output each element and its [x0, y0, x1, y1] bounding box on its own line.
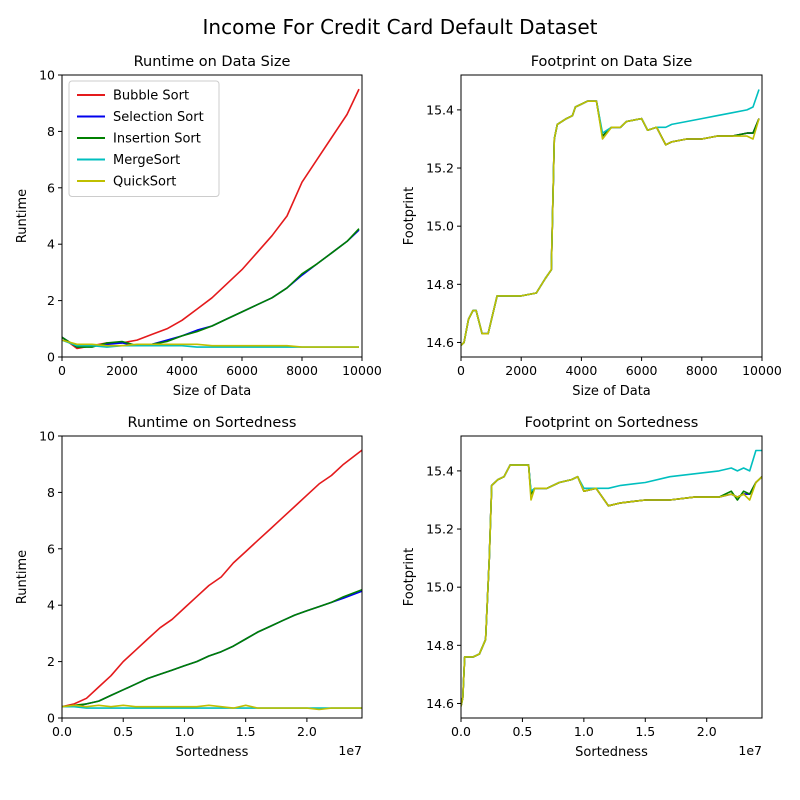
legend-label-selection-sort: Selection Sort	[113, 110, 204, 125]
panel-title: Footprint on Sortedness	[525, 415, 699, 431]
x-tick-label: 0.5	[113, 724, 133, 739]
y-tick-label: 2	[47, 654, 55, 669]
y-tick-label: 15.0	[426, 219, 454, 234]
x-tick-label: 4000	[166, 363, 198, 378]
series-line-mergesort	[461, 89, 760, 346]
y-tick-label: 6	[47, 180, 55, 195]
y-axis-label: Footprint	[402, 548, 417, 607]
x-tick-label: 0.5	[512, 724, 532, 739]
series-line-quicksort	[62, 339, 359, 348]
panel-footprint-on-sortedness: Footprint on Sortedness 0.0 0.5 1.0 1.5 2.0 14…	[402, 415, 763, 760]
y-tick-label: 10	[39, 429, 55, 444]
y-tick-label: 4	[47, 237, 55, 252]
x-tick-label: 0	[58, 363, 66, 378]
y-tick-label: 8	[47, 124, 55, 139]
series-lines	[62, 449, 362, 711]
x-tick-label: 2.0	[297, 724, 317, 739]
y-tick-label: 8	[47, 485, 55, 500]
axes-frame	[460, 74, 763, 358]
y-tick-label: 15.4	[426, 102, 454, 117]
panel-title: Footprint on Data Size	[531, 54, 693, 70]
figure-suptitle: Income For Credit Card Default Dataset	[203, 15, 598, 39]
series-line-insertion-sort	[461, 100, 760, 346]
series-line-insertion-sort	[62, 588, 362, 708]
x-offset-label: 1e7	[738, 743, 762, 758]
y-tick-label: 15.2	[426, 522, 454, 537]
x-axis-label: Sortedness	[575, 745, 648, 760]
x-tick-label: 8000	[286, 363, 318, 378]
y-tick-label: 6	[47, 541, 55, 556]
x-axis-label: Size of Data	[572, 384, 651, 399]
x-tick-label: 2000	[505, 363, 537, 378]
y-tick-label: 14.8	[426, 638, 454, 653]
x-tick-label: 4000	[565, 363, 597, 378]
x-tick-label: 0	[457, 363, 465, 378]
y-tick-label: 14.6	[426, 696, 454, 711]
y-tick-label: 15.0	[426, 580, 454, 595]
legend: Bubble Sort Selection Sort Insertion Sort M…	[68, 80, 220, 197]
y-axis-label: Runtime	[15, 189, 30, 243]
series-line-mergesort	[461, 449, 762, 707]
y-tick-label: 15.4	[426, 463, 454, 478]
y-axis-label: Footprint	[402, 187, 417, 246]
series-lines	[461, 89, 760, 346]
x-offset-label: 1e7	[338, 743, 362, 758]
y-tick-label: 4	[47, 598, 55, 613]
panel-title: Runtime on Data Size	[134, 54, 291, 70]
x-tick-label: 10000	[742, 363, 782, 378]
series-line-selection-sort	[461, 464, 762, 707]
x-tick-label: 2.0	[697, 724, 717, 739]
x-tick-label: 10000	[342, 363, 382, 378]
axes-frame	[460, 435, 763, 719]
x-axis-label: Size of Data	[173, 384, 252, 399]
y-tick-label: 0	[47, 711, 55, 726]
x-tick-label: 1.0	[175, 724, 195, 739]
x-tick-label: 6000	[226, 363, 258, 378]
series-line-bubble-sort	[461, 100, 760, 346]
x-tick-label: 1.0	[574, 724, 594, 739]
series-line-quicksort	[62, 704, 362, 711]
y-tick-label: 14.8	[426, 277, 454, 292]
series-lines	[461, 449, 762, 707]
legend-label-bubble-sort: Bubble Sort	[113, 89, 189, 104]
y-tick-label: 2	[47, 293, 55, 308]
series-line-insertion-sort	[461, 464, 762, 707]
series-line-quicksort	[461, 100, 760, 346]
series-line-selection-sort	[62, 590, 362, 708]
y-tick-label: 0	[47, 350, 55, 365]
y-tick-label: 14.6	[426, 335, 454, 350]
axes-frame	[61, 74, 363, 358]
x-tick-label: 1.5	[236, 724, 256, 739]
legend-label-mergesort: MergeSort	[113, 153, 180, 168]
x-tick-label: 0.0	[451, 724, 471, 739]
series-line-selection-sort	[461, 100, 760, 346]
y-tick-label: 15.2	[426, 161, 454, 176]
legend-box	[68, 80, 220, 197]
series-line-selection-sort	[62, 229, 360, 348]
series-line-bubble-sort	[62, 449, 362, 708]
y-axis-label: Runtime	[15, 550, 30, 604]
x-tick-label: 8000	[686, 363, 718, 378]
x-axis-label: Sortedness	[176, 745, 249, 760]
x-tick-label: 0.0	[52, 724, 72, 739]
legend-label-insertion-sort: Insertion Sort	[113, 132, 201, 147]
axes-frame	[61, 435, 363, 719]
series-line-quicksort	[461, 464, 762, 707]
x-tick-label: 1.5	[635, 724, 655, 739]
x-tick-label: 6000	[626, 363, 658, 378]
panel-footprint-on-data-size: Footprint on Data Size 0 2000 4000 6000 8000 1…	[402, 54, 782, 399]
series-line-insertion-sort	[62, 228, 360, 348]
y-tick-label: 10	[39, 68, 55, 83]
legend-label-quicksort: QuickSort	[113, 175, 176, 190]
panel-runtime-on-sortedness: Runtime on Sortedness 0.0 0.5 1.0 1.5 2.0 0 2 4 6…	[15, 415, 363, 760]
panel-title: Runtime on Sortedness	[128, 415, 297, 431]
series-lines	[62, 88, 360, 350]
series-line-bubble-sort	[461, 464, 762, 707]
x-tick-label: 2000	[106, 363, 138, 378]
